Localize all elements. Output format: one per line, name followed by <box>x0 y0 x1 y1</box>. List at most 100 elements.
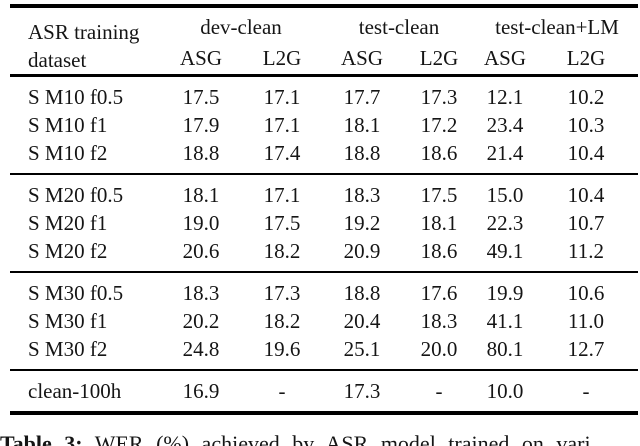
row-label: S M20 f0.5 <box>28 183 124 207</box>
wer-value: 17.6 <box>420 281 458 305</box>
row-label: S M20 f1 <box>28 211 108 235</box>
wer-value: 23.4 <box>486 113 524 137</box>
subcolumn-asg: ASG <box>179 45 222 70</box>
wer-value: 19.0 <box>182 211 220 235</box>
wer-value: 18.8 <box>343 281 381 305</box>
table-row: clean-100h 16.9 - 17.3 - 10.0 - <box>10 370 638 413</box>
wer-value: 80.1 <box>486 337 524 361</box>
table-caption-label: Table 3: <box>0 431 83 446</box>
wer-value: 12.7 <box>567 337 605 361</box>
table-row: S M30 f1 20.2 18.2 20.4 18.3 41.1 11.0 <box>10 307 638 335</box>
wer-value: 15.0 <box>486 183 524 207</box>
table-row: S M10 f2 18.8 17.4 18.8 18.6 21.4 10.4 <box>10 139 638 174</box>
table-row: S M10 f1 17.9 17.1 18.1 17.2 23.4 10.3 <box>10 111 638 139</box>
wer-value: 10.4 <box>567 183 605 207</box>
row-label: S M30 f1 <box>28 309 108 333</box>
wer-value: - <box>278 379 286 403</box>
wer-value: 17.1 <box>263 183 301 207</box>
wer-value: 20.0 <box>420 337 458 361</box>
wer-value: 17.1 <box>263 85 301 109</box>
row-label: S M20 f2 <box>28 239 108 263</box>
wer-value: 49.1 <box>486 239 524 263</box>
subcolumn-l2g: L2G <box>419 45 459 70</box>
results-table: ASR training dataset dev-clean test-clea… <box>10 4 639 415</box>
wer-value: 17.3 <box>420 85 458 109</box>
wer-value: 19.9 <box>486 281 524 305</box>
wer-value: 10.3 <box>567 113 605 137</box>
wer-value: 12.1 <box>486 85 524 109</box>
wer-value: 20.6 <box>182 239 220 263</box>
subcolumn-asg: ASG <box>484 45 527 70</box>
wer-value: 17.4 <box>263 141 301 165</box>
wer-value: - <box>435 379 443 403</box>
subcolumn-l2g: L2G <box>262 45 302 70</box>
wer-value: 21.4 <box>486 141 524 165</box>
header-row-groups: ASR training dataset dev-clean test-clea… <box>10 6 638 72</box>
wer-value: 18.3 <box>343 183 381 207</box>
row-label: S M10 f2 <box>28 141 108 165</box>
stub-header-line2: dataset <box>28 48 87 72</box>
wer-value: 16.9 <box>182 379 220 403</box>
wer-value: 19.2 <box>343 211 381 235</box>
wer-value: 17.5 <box>263 211 301 235</box>
table-group: clean-100h 16.9 - 17.3 - 10.0 - <box>10 370 639 413</box>
wer-value: 22.3 <box>486 211 524 235</box>
stub-header-line1: ASR training <box>28 20 140 44</box>
wer-value: 17.2 <box>420 113 458 137</box>
wer-value: 41.1 <box>486 309 524 333</box>
wer-value: 10.0 <box>486 379 524 403</box>
wer-value: 10.2 <box>567 85 605 109</box>
table-caption: Table 3: WER (%) achieved by ASR model t… <box>0 430 640 446</box>
wer-value: 20.9 <box>343 239 381 263</box>
wer-value: 18.8 <box>343 141 381 165</box>
wer-value: 17.3 <box>343 379 381 403</box>
table-caption-text: WER (%) achieved by ASR model trained on… <box>94 431 591 446</box>
table-row: S M20 f2 20.6 18.2 20.9 18.6 49.1 11.2 <box>10 237 638 272</box>
stub-header: ASR training dataset <box>10 6 160 76</box>
column-group-dev-clean: dev-clean <box>200 15 282 39</box>
table-group: S M30 f0.5 18.3 17.3 18.8 17.6 19.9 10.6 S M30 … <box>10 272 639 370</box>
wer-value: 11.2 <box>568 239 605 263</box>
column-group-test-clean: test-clean <box>358 15 440 39</box>
table-group: S M10 f0.5 17.5 17.1 17.7 17.3 12.1 10.2 S M10 … <box>10 75 639 175</box>
wer-value: 20.4 <box>343 309 381 333</box>
subcolumn-asg: ASG <box>340 45 383 70</box>
wer-value: 18.1 <box>343 113 381 137</box>
table-header: ASR training dataset dev-clean test-clea… <box>10 6 639 76</box>
table-row: S M10 f0.5 17.5 17.1 17.7 17.3 12.1 10.2 <box>10 76 638 112</box>
wer-value: 17.1 <box>263 113 301 137</box>
wer-value: 18.1 <box>182 183 220 207</box>
table-row: S M20 f0.5 18.1 17.1 18.3 17.5 15.0 10.4 <box>10 174 638 209</box>
row-label: S M10 f0.5 <box>28 85 124 109</box>
row-label: S M30 f0.5 <box>28 281 124 305</box>
table-row: S M30 f0.5 18.3 17.3 18.8 17.6 19.9 10.6 <box>10 272 638 307</box>
wer-value: 20.2 <box>182 309 220 333</box>
wer-value: - <box>582 379 590 403</box>
wer-value: 17.5 <box>420 183 458 207</box>
header-row-subcolumns: ASG L2G ASG L2G ASG L2G <box>10 44 638 76</box>
wer-value: 18.6 <box>420 141 458 165</box>
wer-value: 10.4 <box>567 141 605 165</box>
wer-value: 17.9 <box>182 113 220 137</box>
wer-value: 18.1 <box>420 211 458 235</box>
table-row: S M20 f1 19.0 17.5 19.2 18.1 22.3 10.7 <box>10 209 638 237</box>
wer-value: 17.3 <box>263 281 301 305</box>
wer-value: 18.2 <box>263 309 301 333</box>
wer-value: 18.2 <box>263 239 301 263</box>
wer-value: 17.7 <box>343 85 381 109</box>
wer-value: 18.3 <box>420 309 458 333</box>
wer-value: 25.1 <box>343 337 381 361</box>
wer-value: 10.6 <box>567 281 605 305</box>
wer-value: 11.0 <box>568 309 605 333</box>
column-group-test-clean-lm: test-clean+LM <box>495 15 619 39</box>
wer-value: 10.7 <box>567 211 605 235</box>
wer-value: 19.6 <box>263 337 301 361</box>
table-group: S M20 f0.5 18.1 17.1 18.3 17.5 15.0 10.4 S M20 … <box>10 174 639 272</box>
row-label: clean-100h <box>28 379 122 403</box>
row-label: S M10 f1 <box>28 113 108 137</box>
wer-value: 18.3 <box>182 281 220 305</box>
wer-value: 17.5 <box>182 85 220 109</box>
row-label: S M30 f2 <box>28 337 108 361</box>
wer-value: 24.8 <box>182 337 220 361</box>
